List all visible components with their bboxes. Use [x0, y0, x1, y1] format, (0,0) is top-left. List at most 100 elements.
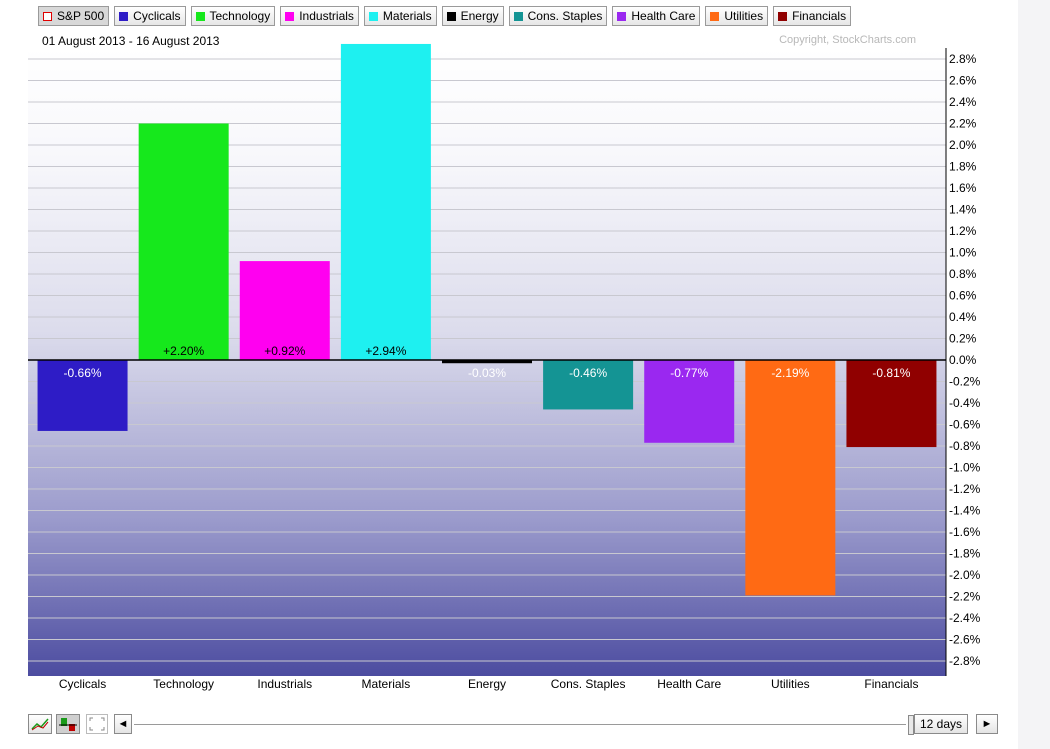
legend-label: Cons. Staples	[527, 9, 603, 23]
y-tick-label: 0.8%	[949, 267, 977, 281]
legend-item-materials[interactable]: Materials	[363, 6, 437, 26]
x-tick-label: Energy	[468, 677, 506, 691]
value-label: -0.46%	[569, 366, 607, 380]
y-tick-label: -2.0%	[949, 568, 981, 582]
bar-technology[interactable]	[138, 123, 229, 361]
fullscreen-icon[interactable]	[86, 714, 108, 734]
y-tick-label: 0.4%	[949, 310, 977, 324]
bar-utilities[interactable]	[745, 360, 836, 596]
y-tick-label: 0.6%	[949, 289, 977, 303]
legend-label: Industrials	[299, 9, 354, 23]
legend-swatch	[119, 11, 129, 21]
y-tick-label: 2.2%	[949, 117, 977, 131]
chart-toolbar: ◄ 12 days ►	[28, 714, 1002, 736]
legend-item-health-care[interactable]: Health Care	[612, 6, 701, 26]
y-tick-label: 1.4%	[949, 203, 977, 217]
legend-label: S&P 500	[57, 9, 105, 23]
range-slider-handle[interactable]	[908, 715, 914, 735]
y-tick-label: 1.6%	[949, 181, 977, 195]
y-tick-label: -1.0%	[949, 461, 981, 475]
value-labels: -0.66% +2.20% +0.92% +2.94% -0.03% -0.46% -0.7…	[64, 344, 911, 380]
legend-label: Technology	[209, 9, 271, 23]
y-tick-label: 1.2%	[949, 224, 977, 238]
legend-item-energy[interactable]: Energy	[441, 6, 504, 26]
date-range-label: 01 August 2013 - 16 August 2013	[42, 34, 220, 48]
bar-industrials[interactable]	[239, 261, 330, 360]
x-axis-labels: Cyclicals Technology Industrials Materials E…	[59, 677, 919, 691]
bar-cons-staples[interactable]	[543, 360, 634, 410]
bar-health-care[interactable]	[644, 360, 735, 443]
legend-item-industrials[interactable]: Industrials	[280, 6, 359, 26]
legend-item-s-p-500[interactable]: S&P 500	[38, 6, 110, 26]
y-tick-label: -1.6%	[949, 525, 981, 539]
y-tick-label: -1.4%	[949, 504, 981, 518]
bar-financials[interactable]	[846, 360, 937, 448]
legend-item-cyclicals[interactable]: Cyclicals	[114, 6, 186, 26]
copyright-label: Copyright, StockCharts.com	[779, 34, 916, 46]
y-tick-label: -0.8%	[949, 439, 981, 453]
legend-item-utilities[interactable]: Utilities	[705, 6, 769, 26]
legend-swatch	[43, 11, 52, 21]
legend-swatch	[195, 11, 205, 21]
legend-swatch	[513, 11, 523, 21]
y-tick-label: 2.6%	[949, 74, 977, 88]
value-label: -0.66%	[64, 366, 102, 380]
y-tick-label: 2.4%	[949, 95, 977, 109]
legend-label: Health Care	[631, 9, 696, 23]
y-tick-label: -2.6%	[949, 633, 981, 647]
bars	[37, 43, 937, 596]
x-tick-label: Cons. Staples	[551, 677, 626, 691]
y-tick-label: -2.4%	[949, 611, 981, 625]
y-tick-label: -0.6%	[949, 418, 981, 432]
legend-bar: S&P 500 Cyclicals Technology Industrials Mat…	[38, 6, 852, 26]
y-tick-label: 0.2%	[949, 332, 977, 346]
value-label: -0.77%	[670, 366, 708, 380]
y-tick-label: -2.8%	[949, 654, 981, 668]
y-axis-ticks: 2.8% 2.6% 2.4% 2.2% 2.0% 1.8% 1.6% 1.4% 1.2% 1.0%…	[949, 52, 981, 668]
legend-label: Financials	[792, 9, 847, 23]
bar-cyclicals[interactable]	[37, 360, 128, 431]
value-label: +2.20%	[163, 344, 204, 358]
value-label: +0.92%	[264, 344, 305, 358]
legend-item-technology[interactable]: Technology	[190, 6, 276, 26]
x-tick-label: Technology	[153, 677, 214, 691]
legend-swatch	[710, 11, 720, 21]
legend-swatch	[368, 11, 378, 21]
y-tick-label: 1.0%	[949, 246, 977, 260]
x-tick-label: Industrials	[257, 677, 312, 691]
y-tick-label: -0.2%	[949, 375, 981, 389]
x-tick-label: Cyclicals	[59, 677, 106, 691]
value-label: -2.19%	[771, 366, 809, 380]
y-tick-label: 1.8%	[949, 160, 977, 174]
bar-materials[interactable]	[340, 43, 431, 360]
x-tick-label: Utilities	[771, 677, 810, 691]
line-chart-icon[interactable]	[28, 714, 52, 734]
value-label: -0.81%	[872, 366, 910, 380]
scroll-left-button[interactable]: ◄	[114, 714, 132, 734]
value-label: -0.03%	[468, 366, 506, 380]
days-range-button[interactable]: 12 days	[914, 714, 968, 734]
scroll-right-button[interactable]: ►	[976, 714, 998, 734]
legend-swatch	[617, 11, 627, 21]
value-label: +2.94%	[365, 344, 406, 358]
legend-label: Materials	[382, 9, 432, 23]
range-slider-track[interactable]	[134, 724, 906, 725]
y-tick-label: 2.0%	[949, 138, 977, 152]
right-side-panel	[1018, 0, 1050, 749]
legend-item-financials[interactable]: Financials	[773, 6, 852, 26]
x-tick-label: Health Care	[657, 677, 721, 691]
y-tick-label: -1.8%	[949, 547, 981, 561]
y-tick-label: 2.8%	[949, 52, 977, 66]
y-tick-label: 0.0%	[949, 353, 977, 367]
legend-label: Cyclicals	[133, 9, 181, 23]
bar-energy[interactable]	[442, 360, 532, 364]
legend-item-cons-staples[interactable]: Cons. Staples	[508, 6, 608, 26]
x-tick-label: Materials	[362, 677, 411, 691]
legend-label: Energy	[460, 9, 499, 23]
legend-swatch	[778, 11, 788, 21]
y-tick-label: -1.2%	[949, 482, 981, 496]
x-tick-label: Financials	[864, 677, 918, 691]
y-tick-label: -0.4%	[949, 396, 981, 410]
legend-swatch	[285, 11, 295, 21]
bar-chart-icon[interactable]	[56, 714, 80, 734]
